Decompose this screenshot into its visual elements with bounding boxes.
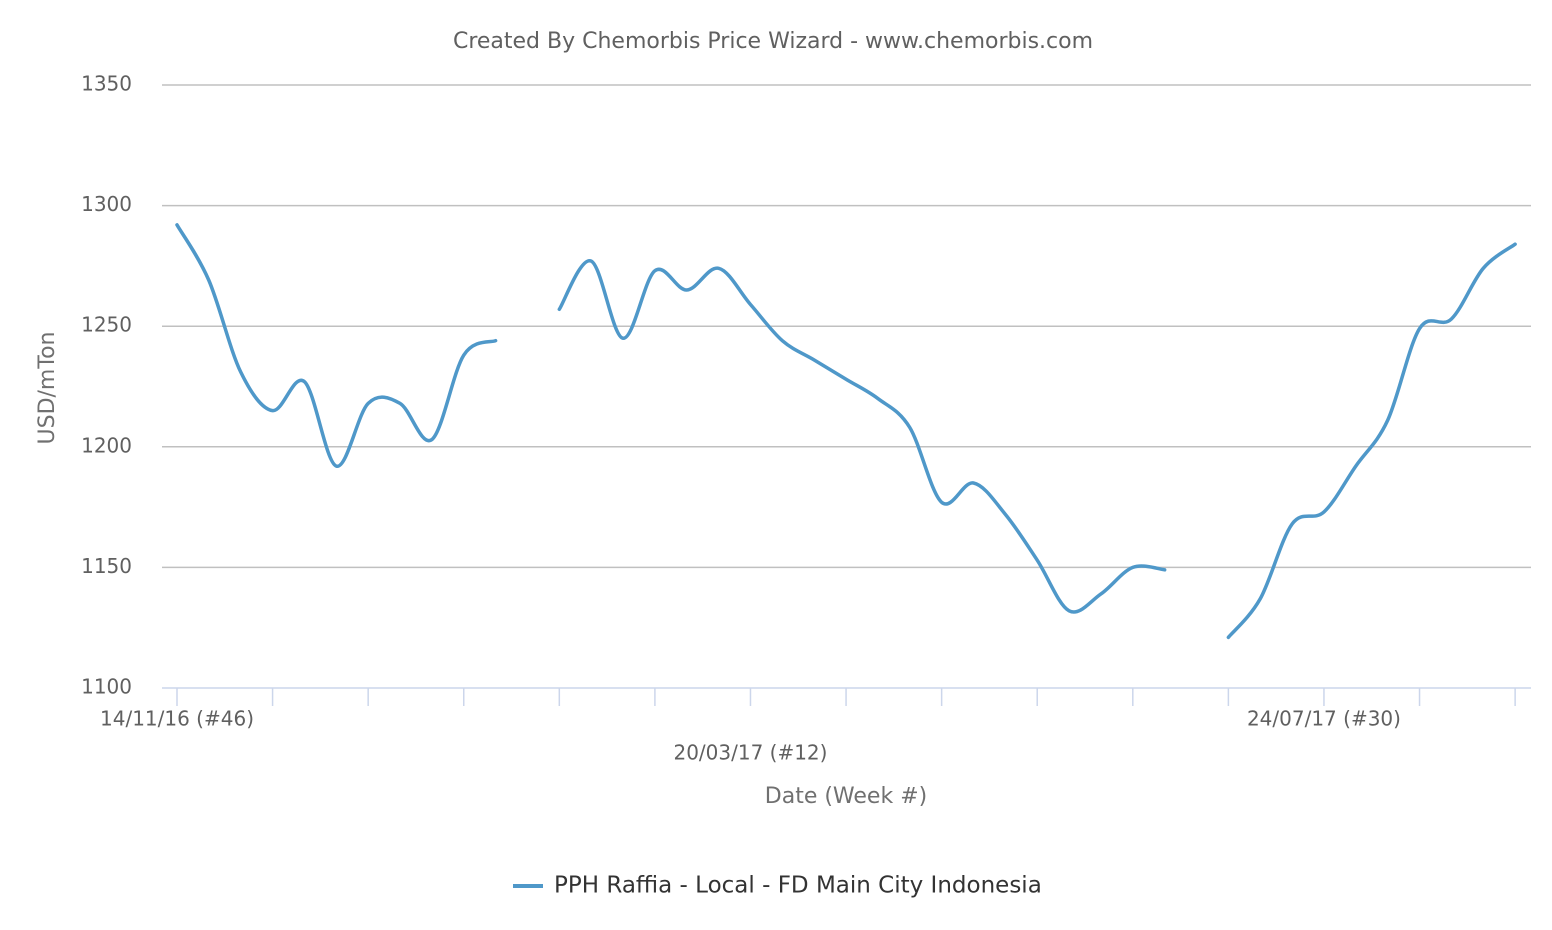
y-tick-label: 1250 [81, 313, 132, 337]
y-tick-label: 1300 [81, 192, 132, 216]
x-tick-label: 20/03/17 (#12) [673, 741, 827, 765]
x-tick-label: 24/07/17 (#30) [1247, 707, 1401, 731]
x-axis-label: Date (Week #) [765, 784, 927, 809]
x-tick-label: 14/11/16 (#46) [100, 707, 254, 731]
y-axis-label: USD/mTon [35, 332, 60, 445]
y-tick-label: 1350 [81, 72, 132, 96]
y-tick-label: 1150 [81, 554, 132, 578]
y-tick-label: 1100 [81, 675, 132, 699]
chart-title: Created By Chemorbis Price Wizard - www.… [453, 29, 1093, 54]
legend-label: PPH Raffia - Local - FD Main City Indone… [554, 873, 1042, 899]
y-tick-label: 1200 [81, 433, 132, 457]
line [175, 223, 1517, 640]
